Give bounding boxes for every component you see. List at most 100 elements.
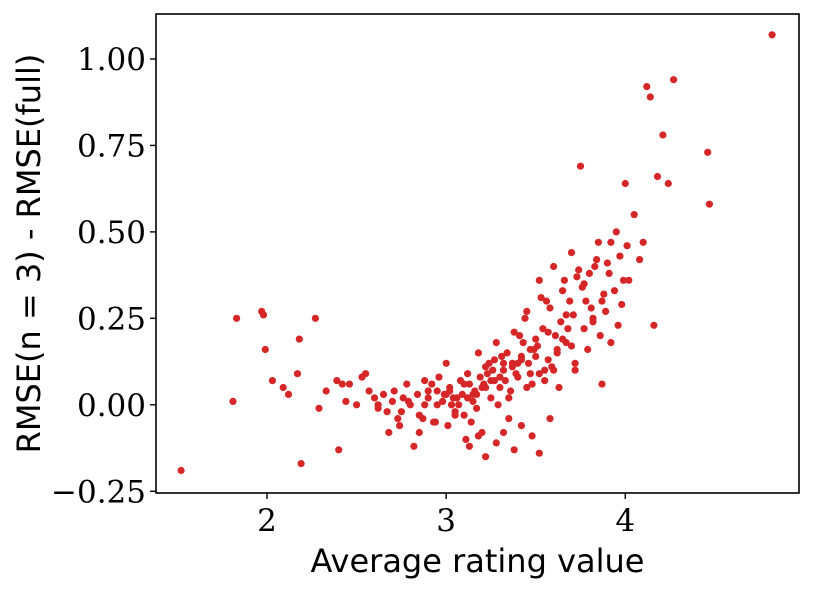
data-point — [462, 435, 470, 443]
data-point — [544, 328, 552, 336]
data-point — [396, 422, 404, 430]
data-point — [768, 31, 776, 39]
data-point — [580, 280, 588, 288]
data-point — [383, 408, 391, 416]
data-point — [259, 311, 268, 319]
data-point — [653, 172, 662, 181]
data-point — [279, 383, 287, 392]
data-point — [630, 211, 638, 219]
data-point — [567, 342, 576, 350]
data-point — [512, 370, 520, 378]
data-point — [233, 314, 241, 322]
data-point — [446, 387, 454, 395]
data-point — [421, 377, 429, 385]
data-point — [532, 335, 540, 343]
data-point — [177, 466, 185, 475]
x-axis-label: Average rating value — [311, 542, 645, 580]
data-point — [619, 276, 628, 284]
data-point — [659, 131, 667, 139]
data-point — [596, 332, 604, 340]
data-point — [580, 325, 588, 333]
data-point — [447, 401, 456, 409]
data-point — [507, 387, 515, 395]
data-point — [603, 259, 612, 267]
data-point — [605, 269, 613, 277]
data-point — [528, 380, 536, 388]
data-point — [562, 311, 570, 319]
data-point — [616, 252, 624, 260]
data-point — [388, 397, 396, 405]
data-point — [612, 228, 620, 236]
data-point — [449, 394, 457, 402]
data-point — [464, 370, 472, 378]
data-point — [541, 377, 549, 385]
data-point — [487, 394, 495, 402]
data-point — [559, 287, 567, 295]
data-point — [546, 415, 554, 423]
data-point — [636, 256, 644, 264]
data-point — [639, 238, 647, 246]
data-point — [584, 345, 592, 354]
data-point — [567, 249, 576, 257]
data-point — [485, 359, 493, 367]
data-point — [517, 422, 526, 430]
data-point — [516, 332, 524, 340]
data-point — [295, 335, 303, 343]
data-point — [523, 307, 531, 315]
data-point — [473, 404, 481, 412]
data-point — [335, 446, 343, 454]
data-point — [403, 380, 411, 388]
x-tick-label: 4 — [615, 503, 635, 539]
data-point — [607, 339, 615, 347]
data-point — [505, 415, 513, 423]
data-point — [503, 349, 511, 357]
data-point — [284, 390, 293, 398]
data-point — [374, 401, 382, 409]
data-point — [621, 179, 629, 188]
data-point — [397, 408, 405, 416]
data-point — [444, 422, 452, 430]
y-tick-label: 1.00 — [77, 42, 146, 78]
data-point — [458, 390, 466, 398]
data-point — [598, 297, 606, 305]
data-point — [625, 276, 633, 284]
data-point — [542, 297, 551, 305]
data-point — [526, 345, 534, 354]
data-point — [435, 373, 443, 381]
y-tick-label: 0.75 — [77, 128, 146, 164]
data-point — [410, 442, 418, 450]
data-point — [550, 366, 558, 374]
data-point — [424, 394, 432, 402]
data-point — [517, 356, 526, 364]
data-point — [539, 325, 547, 333]
data-point — [560, 276, 569, 284]
data-point — [492, 439, 500, 447]
data-point — [614, 321, 622, 329]
data-point — [551, 332, 560, 340]
data-point — [559, 335, 567, 343]
data-point — [705, 200, 714, 208]
data-point — [510, 328, 518, 336]
data-point — [413, 390, 422, 398]
data-point — [345, 380, 353, 388]
data-point — [483, 370, 491, 378]
data-point — [489, 366, 497, 374]
data-point — [537, 294, 545, 302]
data-point — [591, 262, 599, 271]
data-point — [623, 242, 631, 250]
data-point — [261, 345, 269, 354]
data-point — [526, 370, 534, 378]
data-point — [704, 148, 712, 156]
data-point — [460, 380, 468, 388]
data-point — [476, 373, 484, 381]
data-point — [482, 383, 490, 392]
data-point — [557, 318, 565, 326]
data-point — [600, 290, 608, 298]
data-point — [455, 401, 463, 409]
data-point — [585, 269, 594, 277]
y-tick-label: 0.25 — [77, 301, 146, 337]
data-point — [451, 411, 459, 419]
data-point — [573, 273, 581, 281]
data-point — [419, 415, 427, 423]
